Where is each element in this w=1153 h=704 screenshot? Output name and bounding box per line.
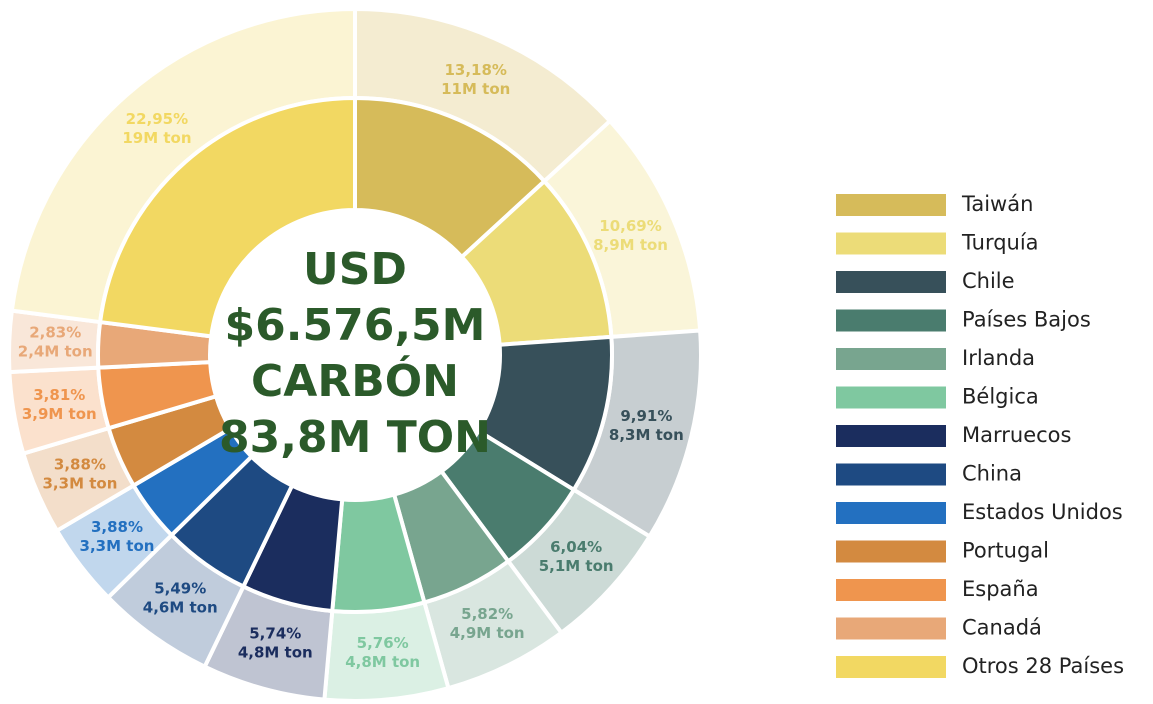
legend-label: Taiwán: [961, 192, 1033, 216]
legend-label: Irlanda: [962, 346, 1035, 370]
value-label: 5,74%: [249, 625, 301, 643]
legend-label: Estados Unidos: [962, 500, 1123, 524]
legend-label: China: [962, 462, 1022, 486]
value-label: 6,04%: [550, 538, 602, 556]
ton-label: 2,4M ton: [18, 343, 93, 361]
legend-swatch: [836, 194, 946, 216]
value-label: 13,18%: [444, 61, 506, 79]
legend-swatch: [836, 656, 946, 678]
legend-swatch: [836, 232, 946, 255]
ton-label: 3,9M ton: [22, 405, 97, 423]
center-text: CARBÓN: [251, 354, 459, 407]
value-label: 5,82%: [461, 605, 513, 623]
value-label: 22,95%: [126, 110, 188, 128]
ton-label: 3,3M ton: [80, 537, 155, 555]
value-label: 5,49%: [154, 579, 206, 597]
ton-label: 5,1M ton: [539, 557, 614, 575]
ton-label: 4,6M ton: [143, 598, 218, 616]
ton-label: 19M ton: [122, 129, 191, 147]
center-text: 83,8M TON: [219, 412, 491, 463]
legend-swatch: [836, 617, 946, 640]
legend-label: Portugal: [962, 539, 1049, 563]
ton-label: 4,8M ton: [345, 653, 420, 671]
legend-swatch: [836, 463, 946, 486]
segment: [97, 95, 357, 339]
legend-label: Chile: [962, 269, 1015, 293]
value-label: 9,91%: [620, 407, 672, 425]
ton-label: 8,9M ton: [593, 236, 668, 254]
legend-swatch: [836, 386, 946, 409]
legend-label: Países Bajos: [962, 308, 1091, 332]
legend-swatch: [836, 502, 946, 524]
legend-swatch: [836, 579, 946, 601]
legend-swatch: [836, 425, 946, 447]
ton-label: 11M ton: [441, 80, 510, 98]
legend-label: España: [962, 577, 1039, 601]
value-label: 3,88%: [91, 518, 143, 536]
value-label: 3,81%: [33, 386, 85, 404]
legend-swatch: [836, 309, 946, 332]
center-text: USD: [303, 244, 407, 295]
value-label: 10,69%: [599, 217, 661, 235]
legend-label: Marruecos: [962, 423, 1071, 447]
value-label: 3,88%: [54, 455, 106, 473]
legend-label: Bélgica: [962, 385, 1039, 409]
center-text: $6.576,5M: [225, 300, 486, 351]
legend-swatch: [836, 348, 946, 370]
legend-label: Otros 28 Países: [962, 654, 1124, 678]
ton-label: 3,3M ton: [43, 474, 118, 492]
legend-swatch: [836, 540, 946, 563]
legend-label: Turquía: [961, 231, 1039, 255]
value-label: 5,76%: [357, 634, 409, 652]
legend-swatch: [836, 271, 946, 293]
value-label: 2,83%: [29, 324, 81, 342]
ton-label: 4,9M ton: [450, 624, 525, 642]
ton-label: 8,3M ton: [609, 426, 684, 444]
legend-label: Canadá: [962, 616, 1042, 640]
ton-label: 4,8M ton: [238, 644, 313, 662]
